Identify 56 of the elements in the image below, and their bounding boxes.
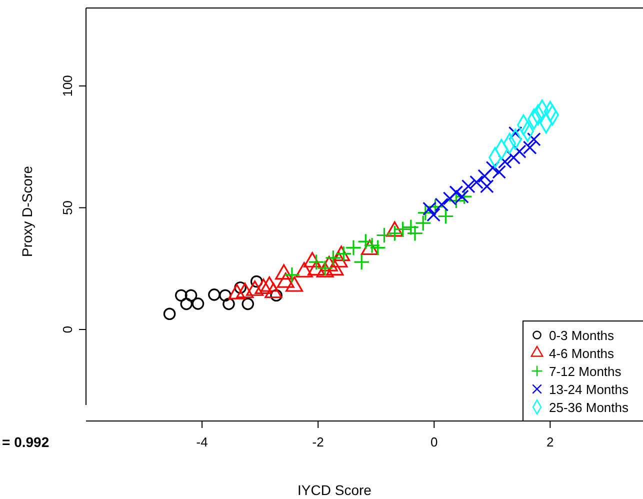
point xyxy=(180,298,193,310)
point xyxy=(386,225,403,242)
x-tick-label: -4 xyxy=(196,434,208,450)
point xyxy=(406,225,424,242)
point xyxy=(208,288,220,301)
legend-label: 4-6 Months xyxy=(549,346,615,361)
y-tick-label: 100 xyxy=(60,75,75,97)
point xyxy=(345,239,362,256)
point xyxy=(394,220,412,238)
point xyxy=(427,198,444,215)
y-axis-title: Proxy D-Score xyxy=(19,166,35,258)
point xyxy=(461,179,476,194)
point xyxy=(364,237,380,254)
point xyxy=(486,160,500,175)
point xyxy=(219,289,232,302)
x-tick-label: 2 xyxy=(546,434,554,450)
point xyxy=(422,202,436,216)
point xyxy=(506,150,521,164)
x-axis-title: IYCD Score xyxy=(298,482,372,498)
point xyxy=(498,154,512,169)
legend-label: 25-36 Months xyxy=(549,400,629,415)
point xyxy=(478,169,492,183)
legend-label: 0-3 Months xyxy=(549,328,615,343)
point xyxy=(480,179,494,194)
point xyxy=(426,208,440,222)
y-tick-label: 50 xyxy=(60,200,75,215)
point xyxy=(448,192,464,209)
point xyxy=(492,164,506,179)
point xyxy=(242,298,254,310)
point xyxy=(184,289,198,302)
point xyxy=(284,266,300,284)
point xyxy=(370,239,386,256)
point xyxy=(414,214,432,232)
point xyxy=(222,298,235,310)
point xyxy=(434,198,449,212)
text: = 0.992 xyxy=(2,434,50,450)
point xyxy=(163,308,176,320)
point xyxy=(402,218,420,236)
point xyxy=(449,185,464,200)
point xyxy=(526,132,541,146)
point xyxy=(470,175,484,190)
legend-label: 13-24 Months xyxy=(549,382,629,397)
x-tick-label: -2 xyxy=(312,434,324,450)
y-tick-label: 0 xyxy=(60,326,75,334)
point xyxy=(192,298,204,310)
point xyxy=(438,208,454,224)
point xyxy=(324,250,342,266)
x-tick-label: 0 xyxy=(430,434,438,450)
point xyxy=(522,140,537,154)
point xyxy=(175,289,188,302)
point xyxy=(508,126,522,140)
point xyxy=(376,227,392,244)
point xyxy=(357,233,374,250)
point xyxy=(353,254,370,270)
legend-label: 7-12 Months xyxy=(549,364,622,379)
point xyxy=(512,144,526,158)
